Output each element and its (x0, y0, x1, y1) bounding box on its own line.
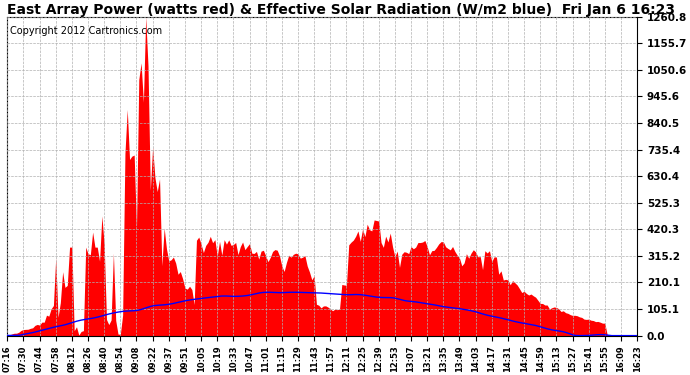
Text: East Array Power (watts red) & Effective Solar Radiation (W/m2 blue)  Fri Jan 6 : East Array Power (watts red) & Effective… (8, 3, 676, 17)
Text: Copyright 2012 Cartronics.com: Copyright 2012 Cartronics.com (10, 26, 163, 36)
